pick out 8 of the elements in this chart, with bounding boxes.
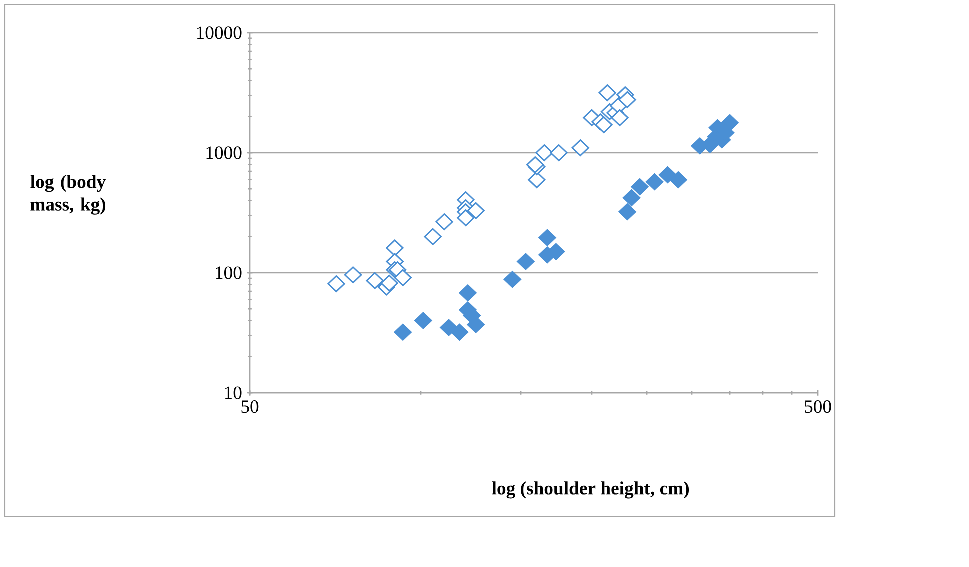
y-tick-label: 100 — [216, 266, 242, 280]
x-tick-label: 500 — [805, 400, 832, 414]
y-axis-title: log (body mass, kg) — [30, 175, 106, 215]
x-tick-label: 50 — [242, 400, 259, 414]
y-tick-label: 10 — [225, 386, 242, 400]
y-tick-label: 10000 — [197, 26, 242, 40]
x-axis-title: log (shoulder height, cm) — [492, 482, 690, 499]
y-tick-label: 1000 — [206, 146, 242, 160]
